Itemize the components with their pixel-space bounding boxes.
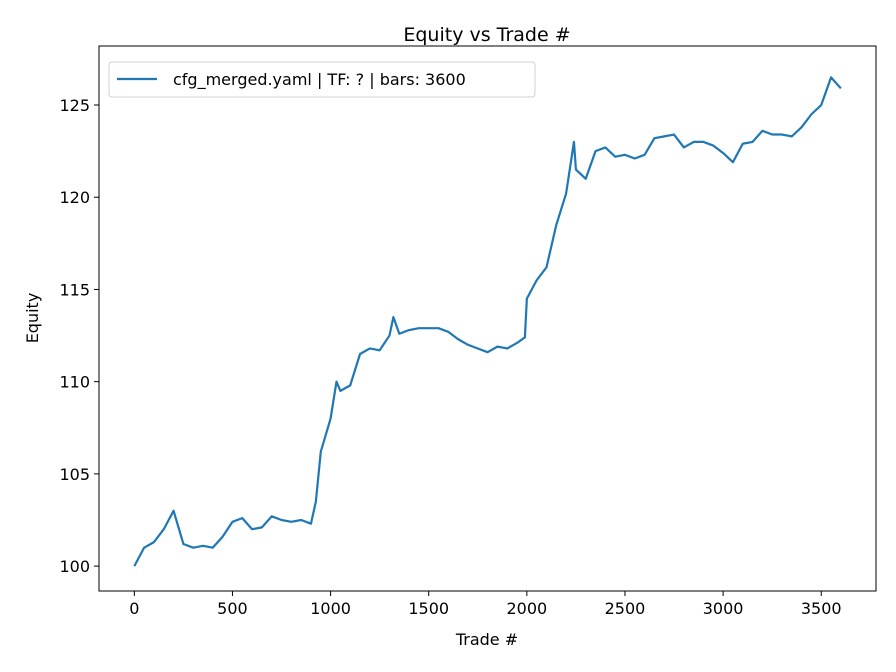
x-axis-label: Trade # <box>455 630 518 649</box>
y-axis-label: Equity <box>23 293 42 344</box>
legend-label: cfg_merged.yaml | TF: ? | bars: 3600 <box>173 70 466 90</box>
y-tick-label: 120 <box>59 188 90 207</box>
chart-title: Equity vs Trade # <box>403 24 570 46</box>
y-tick-label: 100 <box>59 557 90 576</box>
x-tick-label: 1500 <box>408 599 449 618</box>
y-tick-label: 125 <box>59 96 90 115</box>
x-tick-label: 0 <box>129 599 139 618</box>
plot-frame <box>98 45 877 592</box>
x-tick-label: 3000 <box>703 599 744 618</box>
x-tick-label: 2500 <box>605 599 646 618</box>
y-tick-label: 115 <box>59 280 90 299</box>
legend-box <box>108 61 536 98</box>
x-tick-label: 3500 <box>801 599 842 618</box>
y-tick-label: 110 <box>59 373 90 392</box>
x-tick-label: 2000 <box>506 599 547 618</box>
x-tick-label: 500 <box>217 599 248 618</box>
x-tick-label: 1000 <box>310 599 351 618</box>
series-line <box>133 76 842 567</box>
y-tick-label: 105 <box>59 465 90 484</box>
